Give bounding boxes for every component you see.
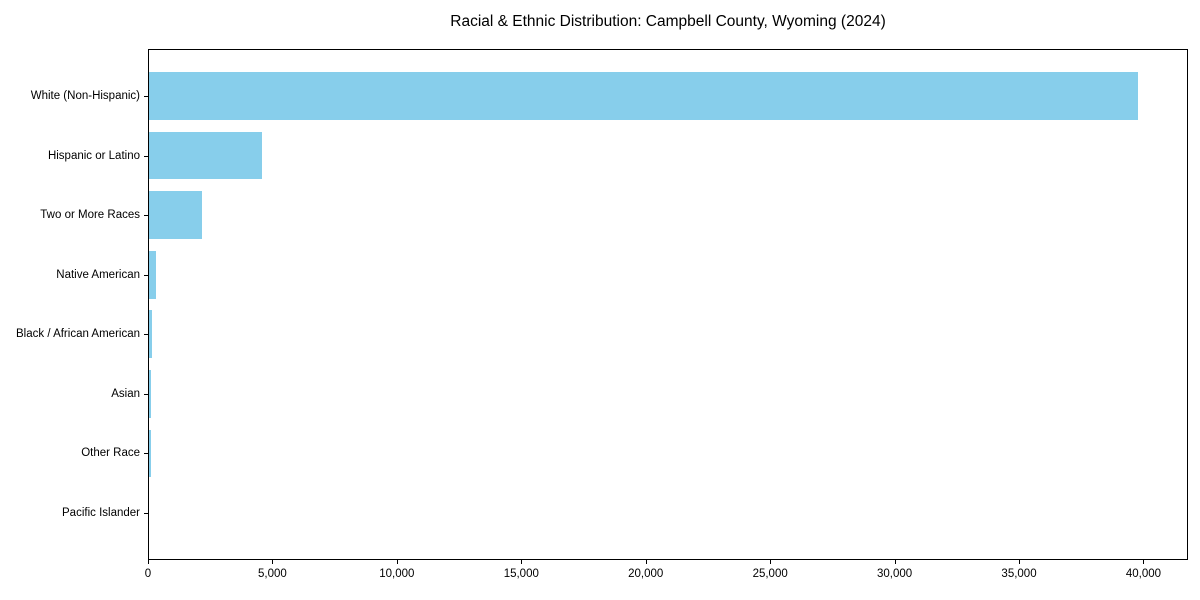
ytick-label: Pacific Islander [62,506,140,519]
xtick-label: 25,000 [752,568,788,580]
xtick-mark [1019,560,1021,564]
xtick-label: 40,000 [1125,568,1162,580]
ytick-label: White (Non-Hispanic) [30,90,140,103]
plot-area [148,49,1188,560]
xtick-label: 15,000 [503,568,539,580]
ytick-label: Other Race [81,447,140,460]
ytick-mark [144,156,148,157]
bar-hispanic-or-latino [149,131,262,180]
xtick-label: 20,000 [628,568,664,580]
xtick-mark [1143,560,1145,564]
chart-title: Racial & Ethnic Distribution: Campbell C… [450,13,886,30]
bar-asian [149,370,151,418]
ytick-mark [144,215,148,216]
xtick-label: 5,000 [258,568,287,580]
ytick-label: Black / African American [16,328,140,341]
xtick-label: 0 [144,568,152,580]
xtick-mark [645,560,647,564]
ytick-label: Asian [111,387,140,400]
ytick-mark [144,394,148,395]
xtick-mark [272,560,274,564]
ytick-label: Native American [56,268,140,281]
xtick-label: 35,000 [1001,568,1037,580]
xtick-label: 30,000 [876,568,913,580]
xtick-mark [396,560,398,564]
bar-other-race [149,429,152,478]
ytick-label: Hispanic or Latino [47,149,140,162]
bar-black-african-american [149,310,153,359]
ytick-label: Two or More Races [40,209,140,222]
bar-two-or-more-races [149,191,202,239]
xtick-mark [521,560,523,564]
bar-native-american [149,250,157,299]
xtick-mark [148,560,149,564]
ytick-mark [144,513,148,514]
ytick-mark [144,334,148,335]
xtick-mark [770,560,772,564]
xtick-mark [894,560,896,564]
ytick-mark [144,453,148,454]
ytick-mark [144,96,148,97]
bar-white-non-hispanic [149,72,1139,120]
xtick-label: 10,000 [379,568,415,580]
ytick-mark [144,275,148,276]
